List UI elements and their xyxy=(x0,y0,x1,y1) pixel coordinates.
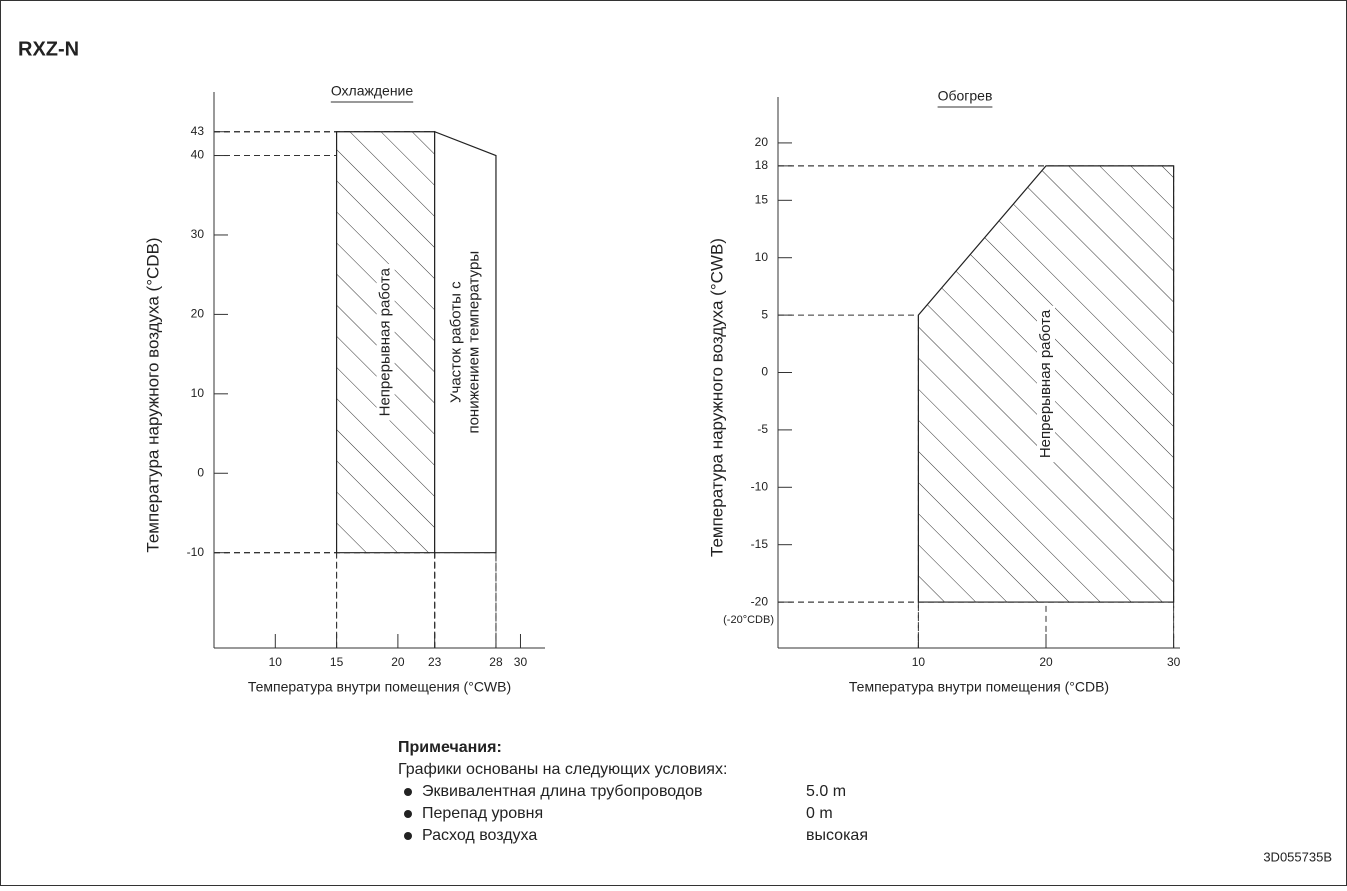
chart-title: Обогрев xyxy=(938,88,993,104)
label-bg xyxy=(376,264,395,421)
note-label: Эквивалентная длина трубопроводов xyxy=(422,783,703,800)
region-label: понижением температуры xyxy=(465,251,482,434)
region xyxy=(434,130,497,554)
y-annotation: (-20°CDB) xyxy=(723,614,774,626)
note-label: Расход воздуха xyxy=(422,827,537,844)
x-tick-label: 23 xyxy=(428,655,442,669)
y-tick-label: 18 xyxy=(755,158,769,172)
region-label: Непрерывная работа xyxy=(377,267,394,416)
doc-title: RXZ-N xyxy=(18,38,79,60)
y-tick-label: 10 xyxy=(755,250,769,264)
y-axis-label: Температура наружного воздуха (°CDB) xyxy=(143,237,162,552)
bullet xyxy=(404,832,412,840)
x-tick-label: 30 xyxy=(1167,655,1181,669)
note-value: 5.0 m xyxy=(806,783,846,800)
y-tick-label: 30 xyxy=(191,227,205,241)
region-label: Участок работы с xyxy=(447,281,464,403)
y-tick-label: 0 xyxy=(761,365,768,379)
x-tick-label: 20 xyxy=(1039,655,1053,669)
y-tick-label: 0 xyxy=(197,465,204,479)
bullet xyxy=(404,788,412,796)
x-axis-label: Температура внутри помещения (°CDB) xyxy=(849,679,1109,695)
y-tick-label: -10 xyxy=(187,545,205,559)
x-tick-label: 20 xyxy=(391,655,405,669)
y-tick-label: 20 xyxy=(191,307,205,321)
region-label: Непрерывная работа xyxy=(1037,309,1054,458)
y-tick-label: -20 xyxy=(751,594,769,608)
y-axis-label: Температура наружного воздуха (°CWB) xyxy=(707,238,726,557)
y-tick-label: 43 xyxy=(191,124,205,138)
y-tick-label: 15 xyxy=(755,192,769,206)
doc-code: 3D055735B xyxy=(1263,849,1332,864)
note-label: Перепад уровня xyxy=(422,805,543,822)
label-bg xyxy=(1037,305,1055,463)
y-tick-label: 5 xyxy=(761,307,768,321)
y-tick-label: 40 xyxy=(191,148,205,162)
y-tick-label: 10 xyxy=(191,386,205,400)
y-tick-label: 20 xyxy=(755,135,769,149)
y-tick-label: -15 xyxy=(751,537,769,551)
x-tick-label: 15 xyxy=(330,655,344,669)
note-value: высокая xyxy=(806,827,868,844)
y-tick-label: -5 xyxy=(757,422,768,436)
note-value: 0 m xyxy=(806,805,833,822)
x-tick-label: 30 xyxy=(514,655,528,669)
x-tick-label: 10 xyxy=(912,655,926,669)
chart-title: Охлаждение xyxy=(331,83,414,99)
notes-heading: Примечания: xyxy=(398,739,502,756)
bullet xyxy=(404,810,412,818)
x-tick-label: 28 xyxy=(489,655,503,669)
x-tick-label: 10 xyxy=(269,655,283,669)
x-axis-label: Температура внутри помещения (°CWB) xyxy=(248,679,511,695)
y-tick-label: -10 xyxy=(751,479,769,493)
notes-intro: Графики основаны на следующих условиях: xyxy=(398,761,727,778)
